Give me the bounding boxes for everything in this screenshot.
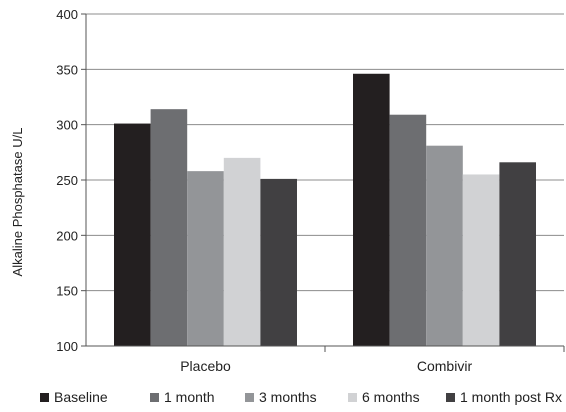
legend-label-1-month: 1 month — [164, 389, 215, 405]
legend-swatch-1-month — [150, 393, 159, 402]
legend-swatch-1-month-post-rx — [446, 393, 455, 402]
y-tick-label-350: 350 — [56, 62, 78, 77]
bar-combivir-6-months — [462, 174, 500, 346]
bar-placebo-1-month-post-rx — [260, 178, 297, 346]
legend-swatch-6-months — [348, 393, 357, 402]
legend: Baseline 1 month 3 months 6 months 1 month p… — [40, 389, 562, 405]
legend-label-1-month-post-rx: 1 month post Rx — [460, 389, 562, 405]
y-tick-label-100: 100 — [56, 339, 78, 354]
bar-placebo-1-month — [150, 109, 188, 346]
bar-placebo-6-months — [223, 157, 261, 346]
bar-placebo-3-months — [187, 171, 224, 346]
legend-label-baseline: Baseline — [54, 389, 108, 405]
bar-combivir-1-month-post-rx — [499, 162, 536, 346]
bar-combivir-3-months — [426, 145, 463, 346]
legend-label-3-months: 3 months — [259, 389, 317, 405]
bar-combivir-1-month — [389, 114, 427, 346]
x-tick-label-placebo: Placebo — [180, 358, 231, 374]
y-axis-title: Alkaline Phosphatase U/L — [10, 128, 25, 277]
bar-placebo-baseline — [114, 123, 151, 346]
bar-combivir-baseline — [353, 73, 390, 346]
axes: 100 150 200 250 300 350 400 Placebo Combivir — [56, 7, 565, 374]
y-tick-label-300: 300 — [56, 118, 78, 133]
y-tick-label-150: 150 — [56, 284, 78, 299]
legend-swatch-baseline — [40, 393, 49, 402]
legend-swatch-3-months — [245, 393, 254, 402]
y-tick-label-400: 400 — [56, 7, 78, 22]
y-tick-label-200: 200 — [56, 228, 78, 243]
bars — [114, 73, 536, 346]
y-tick-label-250: 250 — [56, 173, 78, 188]
x-tick-label-combivir: Combivir — [417, 358, 473, 374]
legend-label-6-months: 6 months — [362, 389, 420, 405]
